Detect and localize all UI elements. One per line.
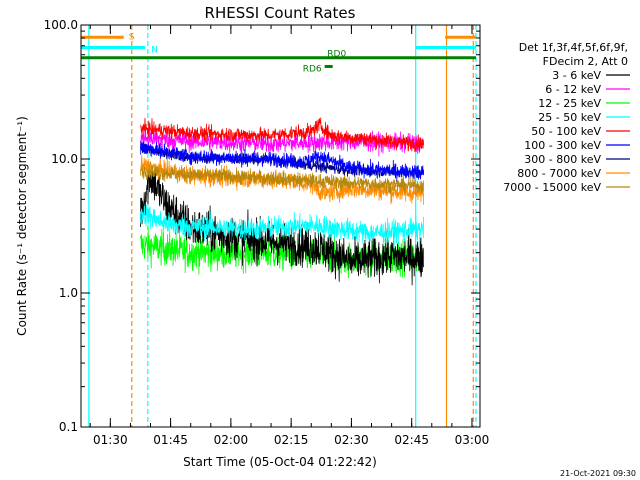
footer-timestamp: 21-Oct-2021 09:30 [560,469,636,478]
x-tick-label: 02:30 [334,433,369,447]
x-tick-label: 02:45 [394,433,429,447]
series-line-7000-15000kev [140,162,424,196]
axes: 0.1 1.0 10.0 100.0 01:30 01:45 02:00 02:15 02:30… [44,18,490,447]
legend-entry-label: 800 - 7000 keV [517,167,601,180]
y-axis-label: Count Rate (s⁻¹ detector segment⁻¹) [15,116,29,336]
x-tick-label: 02:15 [274,433,309,447]
legend-entry-label: 3 - 6 keV [552,69,601,82]
legend-header-line: FDecim 2, Att 0 [543,55,628,68]
series-line-50-100kev [140,117,424,152]
y-tick-label: 0.1 [59,420,78,434]
legend-entry-label: 300 - 800 keV [524,153,601,166]
flag-label-rd0: RD0 [327,50,346,60]
flag-label-rd6: RD6 [303,65,322,75]
legend-header-line: Det 1f,3f,4f,5f,6f,9f, [519,41,628,54]
legend-entry-label: 12 - 25 keV [538,97,601,110]
x-tick-label: 01:45 [153,433,188,447]
x-axis-label: Start Time (05-Oct-04 01:22:42) [183,455,377,469]
series-line-100-300kev [140,140,424,181]
x-tick-label: 01:30 [93,433,128,447]
legend: Det 1f,3f,4f,5f,6f,9f,FDecim 2, Att 03 -… [503,41,630,194]
legend-entry-label: 100 - 300 keV [524,139,601,152]
plot-area: S N RD0 RD6 [81,25,477,427]
flag-label-s: S [129,32,135,42]
chart-title: RHESSI Count Rates [205,4,356,22]
legend-entry-label: 50 - 100 keV [531,125,601,138]
series-line-25-50kev [140,205,424,249]
legend-entry-label: 6 - 12 keV [545,83,601,96]
x-tick-label: 02:00 [214,433,249,447]
flag-label-n: N [151,45,158,55]
y-tick-label: 100.0 [44,18,78,32]
legend-entry-label: 25 - 50 keV [538,111,601,124]
y-tick-label: 10.0 [51,152,78,166]
y-tick-label: 1.0 [59,286,78,300]
legend-entry-label: 7000 - 15000 keV [503,181,601,194]
plot-frame [80,24,481,428]
x-tick-label: 03:00 [455,433,490,447]
